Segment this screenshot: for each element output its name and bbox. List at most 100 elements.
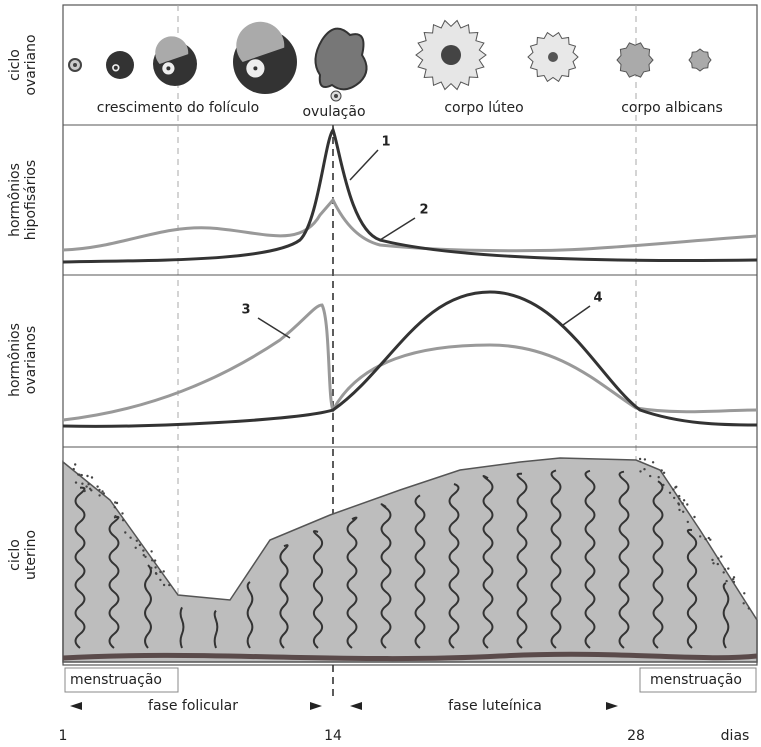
shed-cell	[711, 559, 713, 561]
shed-cell	[678, 495, 680, 497]
shed-cell	[142, 549, 144, 551]
shed-cell	[683, 499, 685, 501]
shed-cell	[717, 563, 719, 565]
shed-cell	[143, 554, 145, 556]
shed-cell	[85, 485, 87, 487]
pointer	[258, 318, 290, 338]
day-label: dias	[721, 728, 750, 744]
shed-cell	[124, 531, 126, 533]
shed-cell	[724, 568, 726, 570]
day-label: 28	[627, 728, 645, 744]
fsh-curve	[63, 200, 757, 251]
shed-cell	[686, 503, 688, 505]
panel-label: ciclo	[7, 49, 23, 81]
curve-label: 3	[241, 303, 250, 318]
panel-label: hormônios	[7, 163, 23, 237]
shed-cell	[154, 559, 156, 561]
shed-cell	[678, 503, 680, 505]
shed-cell	[639, 458, 641, 460]
shed-cell	[658, 476, 660, 478]
shed-cell	[727, 567, 729, 569]
oocyte	[253, 66, 257, 70]
shed-cell	[663, 472, 665, 474]
corpus-albicans	[689, 49, 711, 71]
shed-cell	[709, 539, 711, 541]
shed-cell	[732, 578, 734, 580]
shed-cell	[748, 607, 750, 609]
shed-cell	[717, 557, 719, 559]
shed-cell	[682, 511, 684, 513]
shed-cell	[712, 562, 714, 564]
shed-cell	[733, 581, 735, 583]
shed-cell	[720, 555, 722, 557]
shed-cell	[725, 580, 727, 582]
shed-cell	[86, 475, 88, 477]
shed-cell	[87, 483, 89, 485]
shed-cell	[699, 535, 701, 537]
panel-label: ciclo	[7, 539, 23, 571]
stage-label: corpo albicans	[621, 100, 723, 116]
panel-label: hormônios	[7, 323, 23, 397]
shed-cell	[662, 484, 664, 486]
shed-cell	[98, 489, 100, 491]
shed-cell	[114, 515, 116, 517]
corpus-core	[441, 45, 461, 65]
shed-cell	[114, 501, 116, 503]
shed-cell	[98, 494, 100, 496]
follicle	[73, 63, 77, 67]
phase-arrow	[606, 702, 618, 710]
shed-cell	[74, 463, 76, 465]
shed-cell	[687, 521, 689, 523]
pointer	[563, 306, 590, 325]
oocyte	[166, 66, 170, 70]
curve-label: 2	[419, 203, 428, 218]
phase-arrow	[310, 702, 322, 710]
shed-cell	[101, 490, 103, 492]
stage-label: crescimento do folículo	[97, 100, 259, 116]
shed-cell	[649, 475, 651, 477]
shed-cell	[135, 547, 137, 549]
shed-cell	[81, 483, 83, 485]
shed-cell	[678, 509, 680, 511]
stage-label: corpo lúteo	[444, 100, 523, 116]
pointer	[350, 150, 378, 180]
shed-cell	[661, 469, 663, 471]
estrogen-curve	[63, 305, 757, 420]
lh-curve	[63, 130, 757, 262]
phase-arrow	[350, 702, 362, 710]
shed-cell	[91, 476, 93, 478]
phase-arrow	[70, 702, 82, 710]
day-label: 1	[59, 728, 68, 744]
shed-cell	[743, 602, 745, 604]
shed-cell	[652, 461, 654, 463]
curve-label: 4	[593, 291, 602, 306]
phase-label: fase luteínica	[448, 698, 542, 714]
menstruation-label: menstruação	[70, 672, 162, 688]
panel-label: hipofisários	[23, 160, 39, 240]
shed-cell	[73, 468, 75, 470]
shed-cell	[139, 544, 141, 546]
follicle	[106, 51, 134, 79]
panel-label: ovarianos	[23, 326, 39, 394]
shed-cell	[672, 488, 674, 490]
shed-cell	[96, 485, 98, 487]
shed-cell	[163, 570, 165, 572]
shed-cell	[121, 512, 123, 514]
shed-cell	[75, 481, 77, 483]
shed-cell	[644, 458, 646, 460]
shed-cell	[743, 592, 745, 594]
corpus-core	[548, 52, 558, 62]
shed-cell	[693, 516, 695, 518]
shed-cell	[103, 492, 105, 494]
shed-cell	[643, 468, 645, 470]
shed-cell	[83, 490, 85, 492]
shed-cell	[151, 559, 153, 561]
shed-cell	[723, 571, 725, 573]
shed-cell	[163, 584, 165, 586]
shed-cell	[682, 502, 684, 504]
phase-label: fase folicular	[148, 698, 238, 714]
shed-cell	[150, 550, 152, 552]
shed-cell	[150, 567, 152, 569]
shed-cell	[89, 488, 91, 490]
